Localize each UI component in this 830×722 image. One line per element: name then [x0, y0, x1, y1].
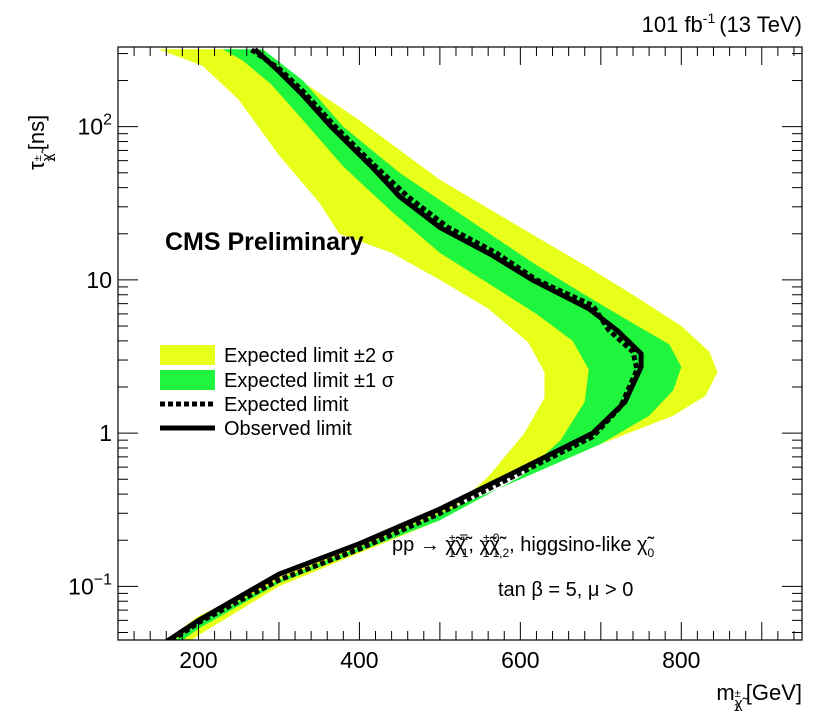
band-1sigma: [175, 49, 682, 640]
x-tick-label: 200: [179, 647, 217, 673]
y-tick-label: 10: [86, 267, 112, 293]
legend-swatch-1sigma: [160, 370, 215, 390]
y-tick-label: 102: [78, 112, 113, 140]
legend-label-observed: Observed limit: [224, 418, 352, 440]
y-axis-label: τχ̃± 1[ns]: [24, 115, 58, 170]
uncertainty-bands: [158, 49, 718, 640]
legend-swatch-2sigma: [160, 345, 215, 365]
legend-label-1sigma: Expected limit ±1 σ: [224, 370, 395, 392]
y-tick-label: 10−1: [68, 571, 112, 599]
x-tick-label: 800: [662, 647, 700, 673]
x-axis-label: mχ̃± 1[GeV]: [716, 680, 802, 714]
legend: Expected limit ±2 σ Expected limit ±1 σ …: [160, 345, 395, 440]
observed-limit-line: [164, 47, 644, 640]
x-tick-label: 400: [340, 647, 378, 673]
x-tick-label: 600: [501, 647, 539, 673]
y-tick-label: 1: [99, 420, 112, 446]
axis-ticks: 200 400 600 800 10−1 1 10 102: [68, 47, 802, 673]
lumi-label: 101 fb-1 (13 TeV): [642, 10, 802, 37]
chart-title: CMS Preliminary: [165, 228, 364, 256]
process-annotation: pp → χ̃± 1χ̃∓ 1, χ̃± 1χ̃0 1,2, higgsino-like…: [392, 531, 655, 560]
plot-frame: [117, 46, 803, 641]
expected-limit-line: [167, 47, 640, 640]
legend-label-2sigma: Expected limit ±2 σ: [224, 345, 395, 367]
legend-label-expected: Expected limit: [224, 394, 349, 416]
svg-text:τχ̃±1[ns]: τχ̃± 1[ns]: [24, 115, 58, 170]
limit-curves: [164, 47, 644, 640]
parameters-annotation: tan β = 5, μ > 0: [498, 579, 633, 601]
